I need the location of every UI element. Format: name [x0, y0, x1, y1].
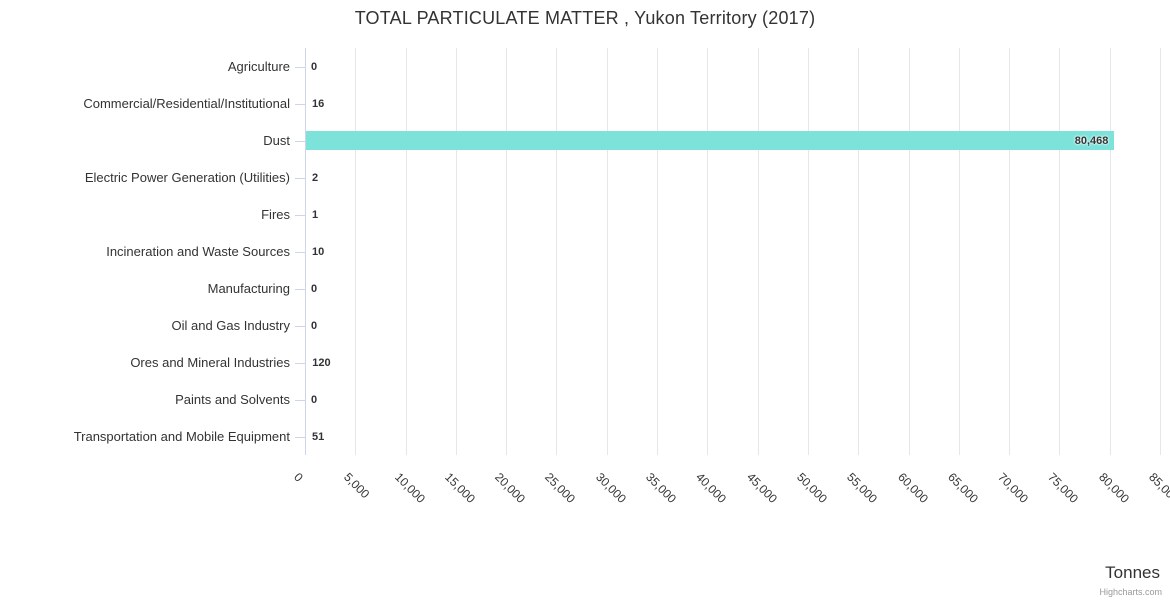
- x-axis-tick-label: 25,000: [542, 470, 579, 506]
- bar[interactable]: [305, 131, 1115, 150]
- category-tick-mark: [295, 103, 305, 105]
- category-tick-mark: [295, 362, 305, 364]
- gridline: [908, 48, 910, 455]
- gridline: [1160, 48, 1161, 455]
- category-label: Agriculture: [227, 59, 290, 74]
- x-axis-title: Tonnes: [1105, 563, 1160, 582]
- category-label: Paints and Solvents: [175, 392, 290, 407]
- x-axis-tick-label: 10,000: [391, 470, 428, 506]
- gridline: [1059, 48, 1061, 455]
- bar-value-label: 120: [312, 356, 331, 369]
- x-axis-tick-label: 30,000: [592, 470, 629, 506]
- bar-value-label: 1: [312, 208, 319, 221]
- gridline: [405, 48, 407, 455]
- category-tick-mark: [295, 66, 305, 68]
- gridline: [455, 48, 457, 455]
- x-axis-tick-label: 85,000: [1146, 470, 1170, 506]
- category-label: Manufacturing: [207, 281, 290, 296]
- plot-area: 0 16 80,468 2 1 10 0 0 120 0 51: [305, 48, 1161, 455]
- bar-value-label: 51: [312, 430, 325, 443]
- x-axis-tick-label: 35,000: [643, 470, 679, 506]
- x-axis-tick-label: 60,000: [894, 470, 931, 506]
- category-tick-mark: [295, 436, 305, 438]
- x-axis-tick-label: 55,000: [844, 470, 881, 506]
- bar-value-label: 0: [311, 319, 318, 332]
- category-label: Ores and Mineral Industries: [130, 355, 290, 370]
- x-axis-tick-label: 50,000: [794, 470, 830, 506]
- gridline: [958, 48, 960, 455]
- x-axis-tick-label: 80,000: [1095, 470, 1132, 506]
- category-tick-mark: [295, 140, 305, 142]
- chart-title: TOTAL PARTICULATE MATTER , Yukon Territo…: [354, 8, 816, 28]
- category-axis: Agriculture Commercial/Residential/Instit…: [0, 48, 290, 455]
- x-axis-tick-label: 0: [291, 470, 306, 485]
- bar-value-label: 16: [312, 97, 325, 110]
- category-label: Oil and Gas Industry: [171, 318, 291, 333]
- x-axis-tick-label: 20,000: [492, 470, 529, 506]
- x-axis-tick-label: 15,000: [441, 470, 478, 506]
- category-label: Commercial/Residential/Institutional: [83, 96, 290, 111]
- gridline: [757, 48, 759, 455]
- category-tick-mark: [295, 177, 305, 179]
- bar-value-label: 10: [312, 245, 325, 258]
- x-axis-tick-label: 65,000: [944, 470, 981, 506]
- bar-value-label: 80,468: [1074, 134, 1109, 147]
- category-label: Transportation and Mobile Equipment: [73, 429, 290, 444]
- gridline: [807, 48, 809, 455]
- gridline: [556, 48, 558, 455]
- category-label: Electric Power Generation (Utilities): [84, 170, 290, 185]
- category-tick-mark: [295, 325, 305, 327]
- x-axis-tick-label: 40,000: [693, 470, 730, 506]
- gridline: [1009, 48, 1011, 455]
- category-label: Incineration and Waste Sources: [106, 244, 290, 259]
- x-axis-tick-label: 5,000: [341, 470, 373, 502]
- category-tick-mark: [295, 288, 305, 290]
- category-axis-line: [305, 48, 306, 455]
- highcharts-credit[interactable]: Highcharts.com: [1099, 587, 1162, 597]
- category-tick-mark: [295, 251, 305, 253]
- category-tick-mark: [295, 214, 305, 216]
- gridline: [657, 48, 659, 455]
- gridline: [506, 48, 508, 455]
- gridline: [1109, 48, 1111, 455]
- x-axis-tick-label: 45,000: [743, 470, 780, 506]
- bar-value-label: 0: [311, 60, 318, 73]
- category-label: Dust: [263, 133, 290, 148]
- gridline: [858, 48, 860, 455]
- bar-value-label: 2: [312, 171, 319, 184]
- x-axis-tick-label: 75,000: [1045, 470, 1082, 506]
- bar-value-label: 0: [311, 393, 318, 406]
- gridline: [355, 48, 357, 455]
- bar-value-label: 0: [311, 282, 318, 295]
- gridline: [606, 48, 608, 455]
- category-label: Fires: [261, 207, 290, 222]
- x-axis-tick-label: 70,000: [995, 470, 1032, 506]
- category-tick-mark: [295, 399, 305, 401]
- gridline: [707, 48, 709, 455]
